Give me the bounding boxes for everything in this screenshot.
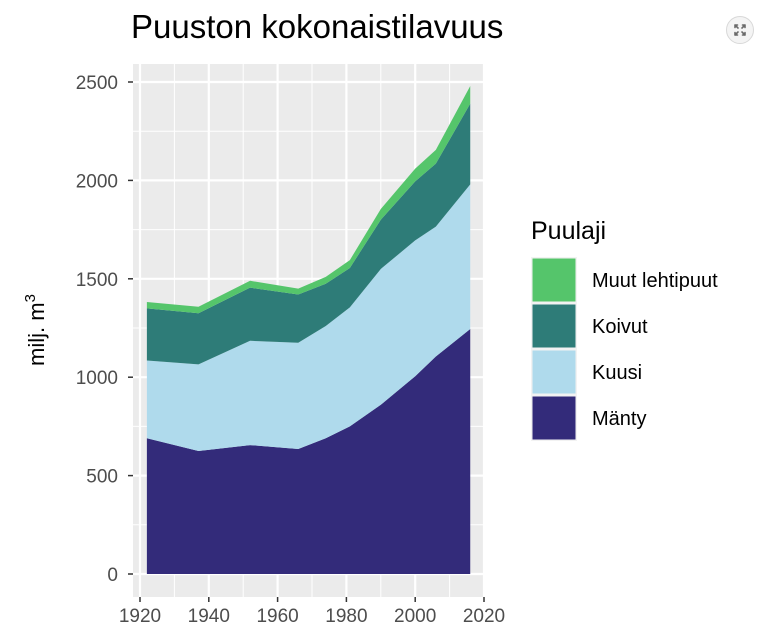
y-axis-title-text: milj. m — [24, 302, 49, 366]
y-tick-label: 2000 — [76, 171, 118, 192]
legend-label-m-nty: Mänty — [592, 408, 646, 430]
x-tick-label: 1920 — [119, 606, 161, 627]
y-tick-label: 500 — [86, 467, 118, 488]
x-tick-label: 1960 — [256, 606, 298, 627]
y-tick-label: 2500 — [76, 73, 118, 94]
y-axis-title: milj. m3 — [22, 294, 49, 366]
tick-labels: 1920 1940 1960 1980 2000 2020 0 500 1000 1500 2000… — [76, 73, 505, 627]
legend-label-muut-lehtipuut: Muut lehtipuut — [592, 270, 718, 292]
legend-swatch-muut-lehtipuut — [532, 258, 576, 302]
x-tick-label: 1980 — [325, 606, 367, 627]
legend-swatch-koivut — [532, 304, 576, 348]
legend-swatch-m-nty — [532, 396, 576, 440]
y-axis-title-superscript: 3 — [22, 294, 39, 302]
expand-icon — [734, 24, 746, 36]
area-m-nty — [146, 328, 471, 574]
y-tick-label: 1500 — [76, 270, 118, 291]
area-koivut — [146, 103, 471, 365]
x-tick-label: 2020 — [463, 606, 505, 627]
x-tick-label: 2000 — [394, 606, 436, 627]
chart-title: Puuston kokonaistilavuus — [131, 8, 503, 45]
legend-title: Puulaji — [531, 217, 606, 245]
axis-ticks — [128, 81, 485, 602]
area-series — [146, 85, 471, 574]
legend-label-koivut: Koivut — [592, 316, 648, 338]
y-tick-label: 0 — [107, 565, 118, 586]
legend-swatch-kuusi — [532, 350, 576, 394]
x-tick-label: 1940 — [188, 606, 230, 627]
legend-label-kuusi: Kuusi — [592, 362, 642, 384]
legend: Puulaji Muut lehtipuut Koivut Kuusi Mänty — [531, 217, 718, 441]
expand-button[interactable] — [726, 16, 754, 44]
area-kuusi — [146, 184, 471, 451]
y-tick-label: 1000 — [76, 368, 118, 389]
